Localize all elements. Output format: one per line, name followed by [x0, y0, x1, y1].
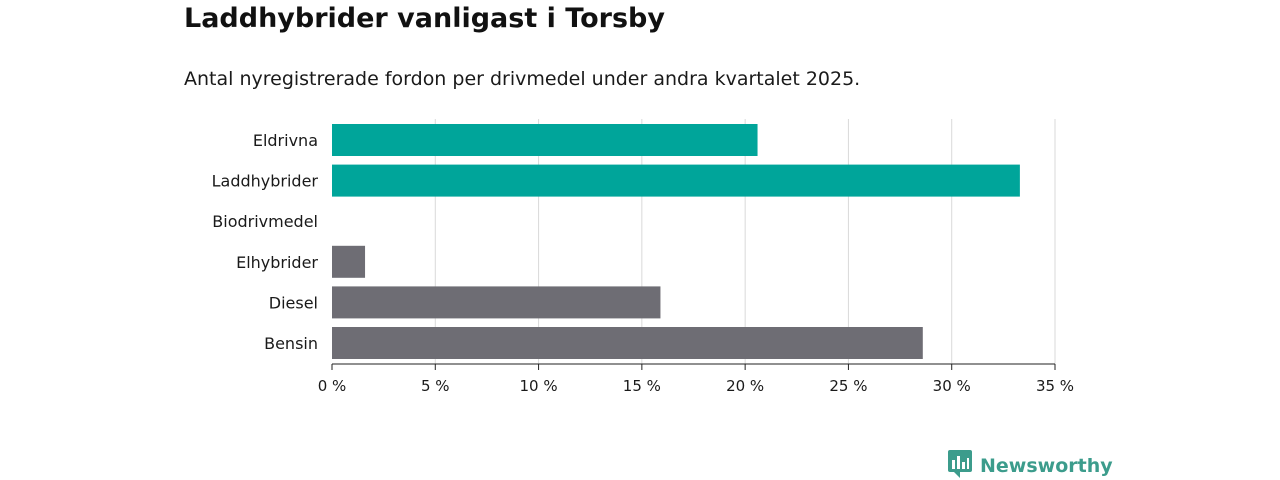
- category-labels: Eldrivna Laddhybrider Biodrivmedel Elhybrid…: [212, 131, 319, 353]
- newsworthy-logo-icon: [948, 450, 972, 480]
- category-label: Elhybrider: [236, 253, 318, 272]
- x-tick-label: 35 %: [1036, 377, 1074, 395]
- x-tick-label: 20 %: [726, 377, 764, 395]
- x-tick-label: 0 %: [318, 377, 347, 395]
- brand-name: Newsworthy: [980, 455, 1113, 477]
- category-label: Eldrivna: [253, 131, 318, 150]
- bar-elhybrider: [332, 245, 366, 278]
- category-label: Biodrivmedel: [212, 212, 318, 231]
- x-tick-label: 5 %: [421, 377, 450, 395]
- category-label: Laddhybrider: [212, 172, 319, 191]
- bar-diesel: [332, 286, 661, 319]
- category-label: Bensin: [264, 334, 318, 353]
- bar-eldrivna: [332, 124, 758, 156]
- brand-logo[interactable]: Newsworthy: [948, 450, 1113, 480]
- bars: [332, 124, 1020, 359]
- gridlines: [434, 119, 1056, 364]
- category-label: Diesel: [269, 293, 318, 312]
- x-tick-label: 25 %: [829, 377, 867, 395]
- chart-subtitle: Antal nyregistrerade fordon per drivmede…: [184, 68, 861, 90]
- bar-bensin: [332, 327, 923, 359]
- x-tick-label: 10 %: [520, 377, 558, 395]
- chart-title: Laddhybrider vanligast i Torsby: [184, 3, 665, 34]
- x-tick-label: 30 %: [933, 377, 971, 395]
- bar-laddhybrider: [332, 164, 1020, 197]
- x-tick-label: 15 %: [623, 377, 661, 395]
- x-axis: 0 % 5 % 10 % 15 % 20 % 25 % 30 % 35 %: [318, 363, 1074, 395]
